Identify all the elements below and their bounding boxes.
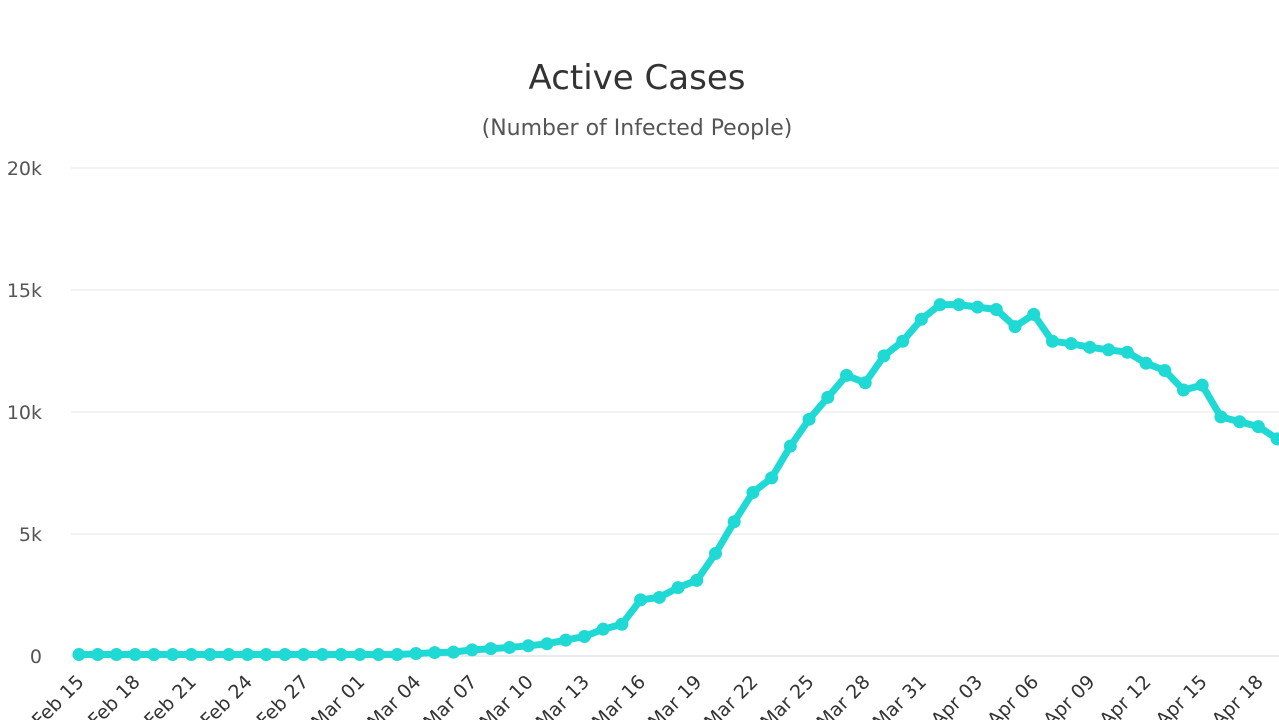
x-tick-label: Mar 31 [869, 671, 931, 720]
data-point[interactable] [1008, 320, 1022, 334]
data-point[interactable] [933, 298, 947, 312]
x-tick-label: Mar 13 [532, 671, 594, 720]
data-point[interactable] [559, 633, 573, 647]
x-tick-label: Mar 01 [307, 671, 369, 720]
data-point[interactable] [446, 645, 460, 659]
y-axis-ticks: 0 5k 10k 15k 20k [7, 158, 42, 668]
x-tick-label: Apr 18 [1208, 671, 1268, 720]
x-tick-label: Apr 03 [927, 671, 987, 720]
series-active-cases [72, 298, 1279, 662]
x-tick-label: Mar 28 [812, 671, 874, 720]
data-point[interactable] [1064, 337, 1078, 351]
data-point[interactable] [1158, 364, 1172, 378]
y-tick-label: 5k [19, 524, 42, 546]
x-tick-label: Feb 15 [28, 671, 89, 720]
x-tick-label: Apr 09 [1039, 671, 1099, 720]
data-point[interactable] [334, 648, 348, 662]
data-point[interactable] [746, 486, 760, 500]
data-point[interactable] [1139, 356, 1153, 370]
data-point[interactable] [840, 368, 854, 382]
data-point[interactable] [91, 648, 105, 662]
data-point[interactable] [1083, 340, 1097, 354]
x-tick-label: Mar 07 [419, 671, 481, 720]
data-point[interactable] [147, 648, 161, 662]
data-point[interactable] [1195, 378, 1209, 392]
data-point[interactable] [577, 629, 591, 643]
data-point[interactable] [671, 581, 685, 595]
series-line [75, 301, 1279, 658]
data-point[interactable] [596, 622, 610, 636]
data-point[interactable] [877, 349, 891, 363]
data-point[interactable] [259, 648, 273, 662]
data-point[interactable] [802, 412, 816, 426]
data-point[interactable] [540, 637, 554, 651]
chart-title: Active Cases [528, 58, 746, 98]
x-tick-label: Mar 10 [476, 671, 538, 720]
data-point[interactable] [109, 648, 123, 662]
y-tick-label: 20k [7, 158, 42, 180]
data-point[interactable] [315, 648, 329, 662]
data-point[interactable] [821, 390, 835, 404]
data-point[interactable] [166, 648, 180, 662]
data-point[interactable] [690, 573, 704, 587]
x-tick-label: Mar 25 [756, 671, 818, 720]
x-tick-label: Mar 22 [700, 671, 762, 720]
data-point[interactable] [1102, 343, 1116, 357]
data-point[interactable] [297, 648, 311, 662]
data-point[interactable] [1027, 307, 1041, 321]
x-tick-label: Feb 24 [196, 671, 257, 720]
x-tick-label: Mar 04 [363, 671, 425, 720]
data-point[interactable] [783, 439, 797, 453]
data-point[interactable] [240, 648, 254, 662]
data-point[interactable] [858, 376, 872, 390]
data-point[interactable] [914, 312, 928, 326]
data-point[interactable] [652, 590, 666, 604]
data-point[interactable] [465, 643, 479, 657]
data-point[interactable] [353, 648, 367, 662]
data-point[interactable] [1270, 432, 1279, 446]
chart-subtitle: (Number of Infected People) [481, 116, 793, 141]
data-point[interactable] [971, 300, 985, 314]
data-point[interactable] [484, 642, 498, 656]
y-tick-label: 10k [7, 402, 42, 424]
data-point[interactable] [222, 648, 236, 662]
data-point[interactable] [896, 334, 910, 348]
data-point[interactable] [1233, 415, 1247, 429]
x-tick-label: Apr 06 [983, 671, 1043, 720]
data-point[interactable] [765, 471, 779, 485]
data-point[interactable] [708, 547, 722, 561]
data-point[interactable] [278, 648, 292, 662]
data-point[interactable] [615, 617, 629, 631]
data-point[interactable] [1045, 334, 1059, 348]
y-tick-label: 0 [30, 646, 42, 668]
data-point[interactable] [72, 648, 86, 662]
data-point[interactable] [727, 515, 741, 529]
data-point[interactable] [952, 298, 966, 312]
x-tick-label: Mar 16 [588, 671, 650, 720]
data-point[interactable] [503, 640, 517, 654]
data-point[interactable] [1251, 420, 1265, 434]
data-point[interactable] [1176, 383, 1190, 397]
data-point[interactable] [634, 593, 648, 607]
x-tick-label: Apr 15 [1152, 671, 1212, 720]
data-point[interactable] [372, 648, 386, 662]
data-point[interactable] [128, 648, 142, 662]
x-tick-label: Apr 12 [1095, 671, 1155, 720]
x-tick-label: Feb 27 [252, 671, 313, 720]
data-point[interactable] [521, 639, 535, 653]
data-point[interactable] [428, 646, 442, 660]
data-point[interactable] [203, 648, 217, 662]
x-tick-label: Feb 21 [140, 671, 201, 720]
y-tick-label: 15k [7, 280, 42, 302]
data-point[interactable] [1120, 345, 1134, 359]
data-point[interactable] [989, 303, 1003, 317]
data-point[interactable] [409, 647, 423, 661]
data-point[interactable] [184, 648, 198, 662]
x-tick-label: Mar 19 [644, 671, 706, 720]
data-point[interactable] [390, 648, 404, 662]
data-point[interactable] [1214, 410, 1228, 424]
x-tick-label: Feb 18 [84, 671, 145, 720]
